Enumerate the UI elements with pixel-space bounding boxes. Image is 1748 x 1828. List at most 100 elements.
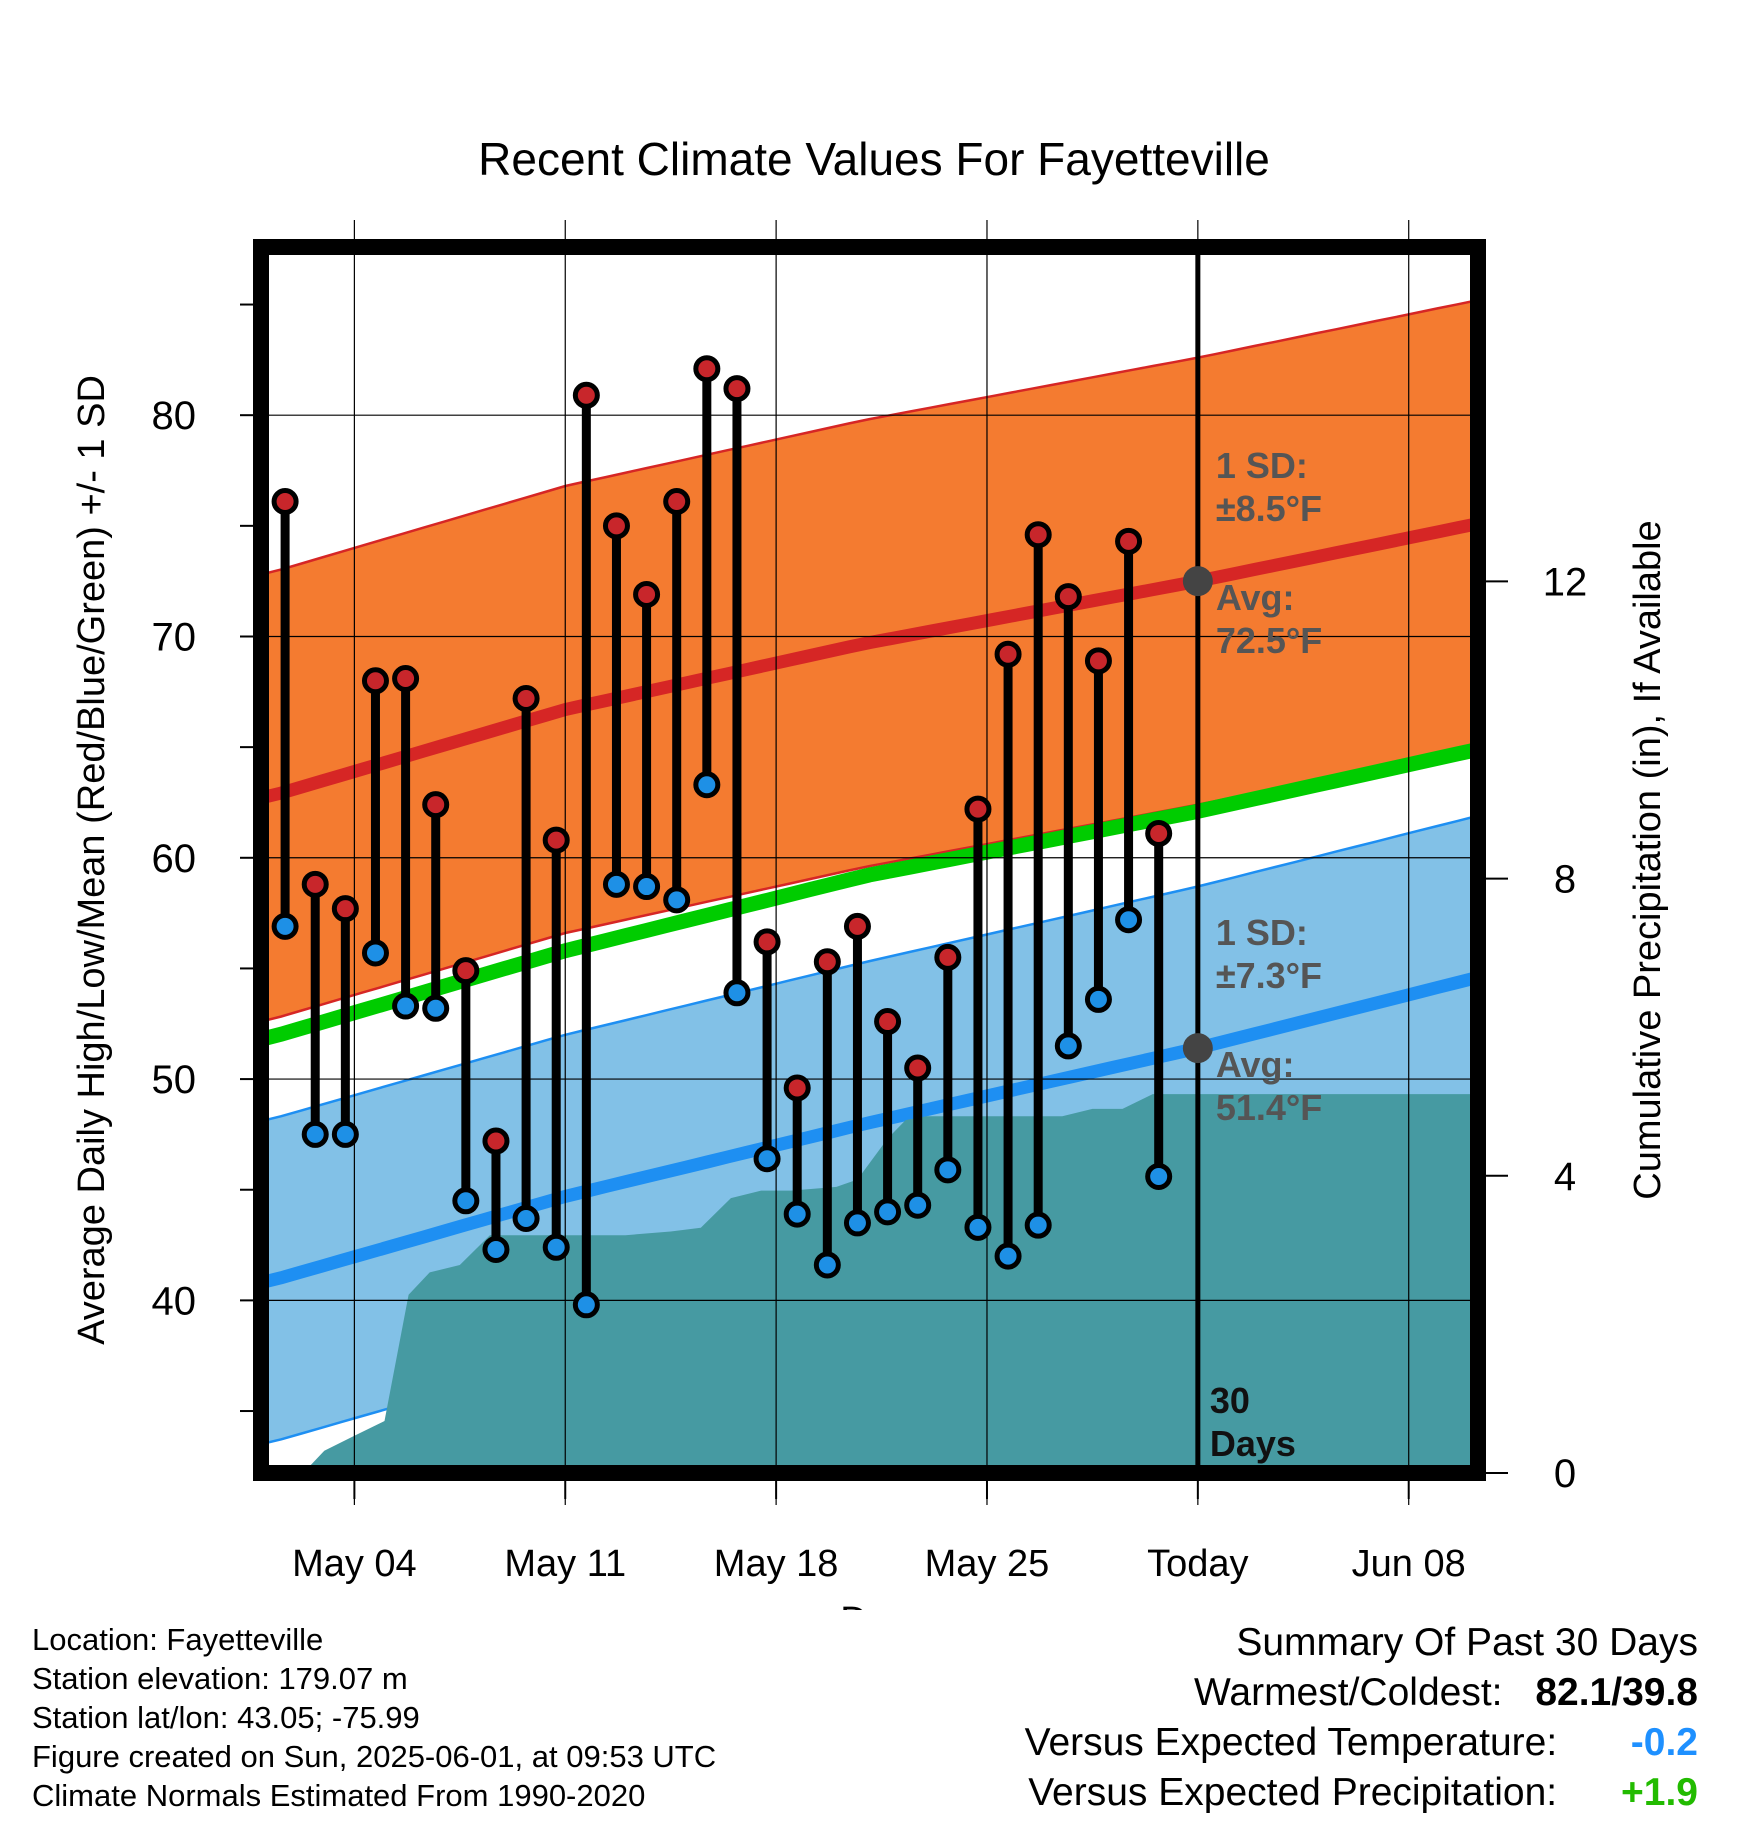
daily-high-point — [904, 1054, 932, 1082]
y-left-tick-label: 40 — [152, 1279, 197, 1323]
daily-high-point — [753, 928, 781, 956]
daily-high-point — [301, 870, 329, 898]
daily-low-point — [422, 994, 450, 1022]
summary-temperature: Versus Expected Temperature: -0.2 — [798, 1718, 1698, 1768]
summary-panel: Summary Of Past 30 Days Warmest/Coldest:… — [798, 1618, 1698, 1818]
daily-high-point — [392, 665, 420, 693]
daily-low-point — [723, 979, 751, 1007]
y-left-tick-label: 80 — [152, 394, 197, 438]
daily-low-point — [813, 1251, 841, 1279]
daily-high-point — [452, 957, 480, 985]
daily-low-point — [693, 771, 721, 799]
daily-high-point — [843, 912, 871, 940]
daily-high-point — [572, 381, 600, 409]
daily-low-point — [1084, 985, 1112, 1013]
x-tick-label: Today — [1147, 1543, 1248, 1585]
y-axis-left-label: Average Daily High/Low/Mean (Red/Blue/Gr… — [71, 375, 113, 1345]
daily-low-point — [874, 1198, 902, 1226]
daily-high-point — [1054, 583, 1082, 611]
daily-low-point — [482, 1235, 510, 1263]
daily-high-point — [813, 948, 841, 976]
daily-low-point — [843, 1209, 871, 1237]
y-right-tick-label: 8 — [1554, 858, 1576, 902]
daily-high-point — [1024, 521, 1052, 549]
daily-high-point — [271, 487, 299, 515]
daily-high-point — [994, 640, 1022, 668]
daily-low-point — [331, 1120, 359, 1148]
x-tick-label: Jun 08 — [1352, 1543, 1466, 1585]
y-right-tick-label: 4 — [1554, 1155, 1576, 1199]
daily-high-point — [361, 667, 389, 695]
warm-cold-value: 82.1/39.8 — [1535, 1671, 1698, 1714]
warm-cold-label: Warmest/Coldest: — [1194, 1671, 1503, 1714]
daily-low-point — [663, 886, 691, 914]
daily-low-point — [512, 1205, 540, 1233]
daily-high-point — [1115, 527, 1143, 555]
cumulative-precip-area — [303, 1094, 1478, 1473]
precipitation-value: +1.9 — [1621, 1771, 1698, 1814]
daily-high-point — [874, 1008, 902, 1036]
daily-low-point — [1054, 1032, 1082, 1060]
precipitation-label: Versus Expected Precipitation: — [1028, 1771, 1558, 1814]
x-axis-label: Day — [840, 1600, 908, 1610]
y-left-tick-label: 70 — [152, 615, 197, 659]
daily-low-point — [783, 1200, 811, 1228]
x-tick-label: May 25 — [925, 1543, 1050, 1585]
daily-low-point — [392, 992, 420, 1020]
daily-high-point — [693, 355, 721, 383]
days-annotation: 30 Days — [1210, 1380, 1296, 1464]
temperature-value: -0.2 — [1630, 1721, 1698, 1764]
daily-low-point — [1145, 1162, 1173, 1190]
daily-low-point — [934, 1156, 962, 1184]
daily-high-point — [934, 943, 962, 971]
today-high-avg-marker — [1182, 566, 1213, 597]
station-location: Location: Fayetteville — [32, 1622, 324, 1657]
today-low-avg-marker — [1182, 1033, 1213, 1064]
daily-high-point — [1145, 819, 1173, 847]
x-tick-label: May 18 — [714, 1543, 839, 1585]
plot-area: 1 SD: ±8.5°F Avg: 72.5°F 1 SD: ±7.3°F Avg: 51.4… — [152, 220, 1588, 1585]
daily-high-point — [422, 791, 450, 819]
plot-frame — [253, 239, 1486, 1481]
station-latlon: Station lat/lon: 43.05; -75.99 — [32, 1700, 420, 1735]
daily-low-point — [452, 1187, 480, 1215]
climate-chart: Recent Climate Values For Fayetteville 1… — [71, 133, 1669, 1610]
daily-low-point — [1115, 906, 1143, 934]
daily-high-point — [542, 826, 570, 854]
summary-precipitation: Versus Expected Precipitation: +1.9 — [798, 1768, 1698, 1818]
daily-low-point — [633, 873, 661, 901]
daily-low-point — [572, 1291, 600, 1319]
low-sd-annotation: 1 SD: ±7.3°F — [1216, 912, 1322, 996]
normal-high-upper-edge — [261, 298, 1478, 576]
daily-low-point — [753, 1145, 781, 1173]
daily-low-point — [964, 1213, 992, 1241]
climate-normals-note: Climate Normals Estimated From 1990-2020 — [32, 1778, 646, 1813]
y-right-tick-label: 12 — [1543, 560, 1588, 604]
summary-header: Summary Of Past 30 Days — [1236, 1621, 1698, 1664]
daily-low-point — [301, 1120, 329, 1148]
station-info: Location: Fayetteville Station elevation… — [32, 1620, 716, 1815]
low-avg-annotation: Avg: 51.4°F — [1216, 1044, 1322, 1128]
daily-low-point — [361, 939, 389, 967]
daily-high-point — [964, 795, 992, 823]
daily-high-point — [602, 512, 630, 540]
daily-low-point — [271, 912, 299, 940]
y-right-tick-label: 0 — [1554, 1452, 1576, 1496]
daily-high-point — [783, 1074, 811, 1102]
high-sd-annotation: 1 SD: ±8.5°F — [1216, 445, 1322, 529]
normal-high-avg-line — [261, 517, 1478, 805]
summary-warm-cold: Warmest/Coldest: 82.1/39.8 — [798, 1668, 1698, 1718]
chart-title: Recent Climate Values For Fayetteville — [478, 133, 1270, 185]
daily-high-point — [512, 684, 540, 712]
daily-high-point — [663, 487, 691, 515]
daily-low-point — [1024, 1211, 1052, 1239]
daily-high-point — [482, 1127, 510, 1155]
daily-high-point — [331, 895, 359, 923]
daily-high-point — [723, 375, 751, 403]
daily-high-point — [1084, 647, 1112, 675]
daily-low-point — [904, 1191, 932, 1219]
daily-low-point — [994, 1242, 1022, 1270]
temperature-label: Versus Expected Temperature: — [1024, 1721, 1558, 1764]
y-left-tick-label: 60 — [152, 837, 197, 881]
normal-low-avg-line — [261, 970, 1478, 1290]
